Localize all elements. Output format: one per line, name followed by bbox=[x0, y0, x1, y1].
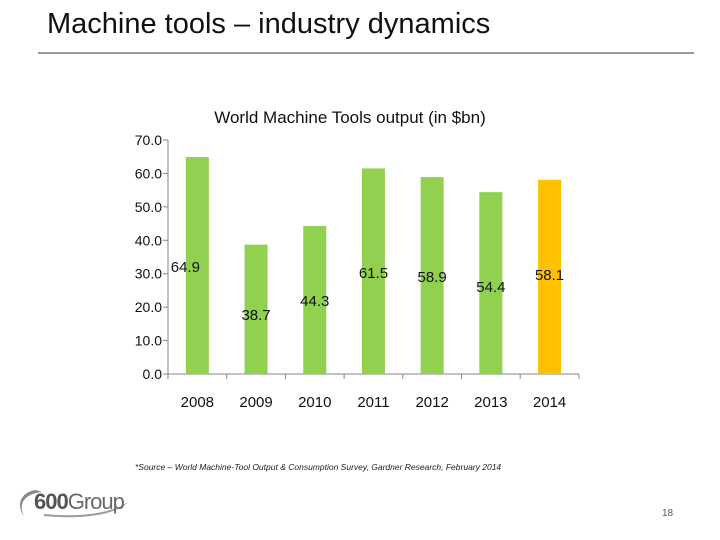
output-bar-chart: World Machine Tools output (in $bn) 0.0 1… bbox=[135, 108, 580, 411]
data-label-2010: 44.3 bbox=[300, 293, 329, 310]
title-divider bbox=[38, 52, 694, 54]
category-label-2008: 2008 bbox=[181, 394, 214, 411]
slide-title: Machine tools – industry dynamics bbox=[47, 8, 491, 40]
bar-2010 bbox=[303, 225, 327, 374]
category-label-2014: 2014 bbox=[533, 394, 566, 411]
bars bbox=[185, 157, 562, 374]
y-tick-label: 60.0 bbox=[135, 165, 162, 181]
data-label-2009: 38.7 bbox=[241, 307, 270, 324]
data-labels: 64.9 38.7 44.3 61.5 58.9 54.4 58.1 bbox=[171, 259, 564, 324]
logo-word: Group bbox=[67, 489, 125, 514]
category-label-2013: 2013 bbox=[474, 394, 507, 411]
category-label-2010: 2010 bbox=[298, 394, 331, 411]
y-tick-label: 40.0 bbox=[135, 232, 162, 248]
data-label-2014: 58.1 bbox=[535, 267, 564, 284]
y-tick-label: 0.0 bbox=[143, 366, 163, 382]
y-tick-label: 30.0 bbox=[135, 266, 162, 282]
y-tick-label: 70.0 bbox=[135, 132, 162, 148]
y-axis: 0.0 10.0 20.0 30.0 40.0 50.0 60.0 70.0 bbox=[135, 132, 169, 382]
y-tick-label: 20.0 bbox=[135, 299, 162, 315]
bar-2009 bbox=[244, 244, 268, 374]
bar-2012 bbox=[420, 177, 444, 374]
y-tick-label: 10.0 bbox=[135, 333, 162, 349]
bar-2011 bbox=[361, 168, 385, 374]
y-tick-label: 50.0 bbox=[135, 199, 162, 215]
data-label-2013: 54.4 bbox=[476, 279, 505, 296]
source-note: *Source – World Machine-Tool Output & Co… bbox=[135, 462, 502, 472]
data-label-2012: 58.9 bbox=[418, 269, 447, 286]
category-label-2012: 2012 bbox=[415, 394, 448, 411]
bar-2008 bbox=[185, 157, 209, 374]
bar-2013 bbox=[479, 192, 503, 374]
logo-number: 600 bbox=[34, 489, 69, 514]
x-axis: 2008 2009 2010 2011 2012 2013 2014 bbox=[167, 373, 580, 411]
data-label-2011: 61.5 bbox=[359, 265, 388, 282]
chart-title: World Machine Tools output (in $bn) bbox=[214, 108, 486, 127]
page-number: 18 bbox=[662, 508, 674, 519]
logo-swoosh-icon bbox=[20, 490, 128, 518]
category-label-2011: 2011 bbox=[357, 394, 389, 411]
bar-2014 bbox=[538, 179, 562, 374]
company-logo: 600Group bbox=[14, 484, 134, 522]
category-label-2009: 2009 bbox=[239, 394, 272, 411]
data-label-2008: 64.9 bbox=[171, 259, 200, 276]
